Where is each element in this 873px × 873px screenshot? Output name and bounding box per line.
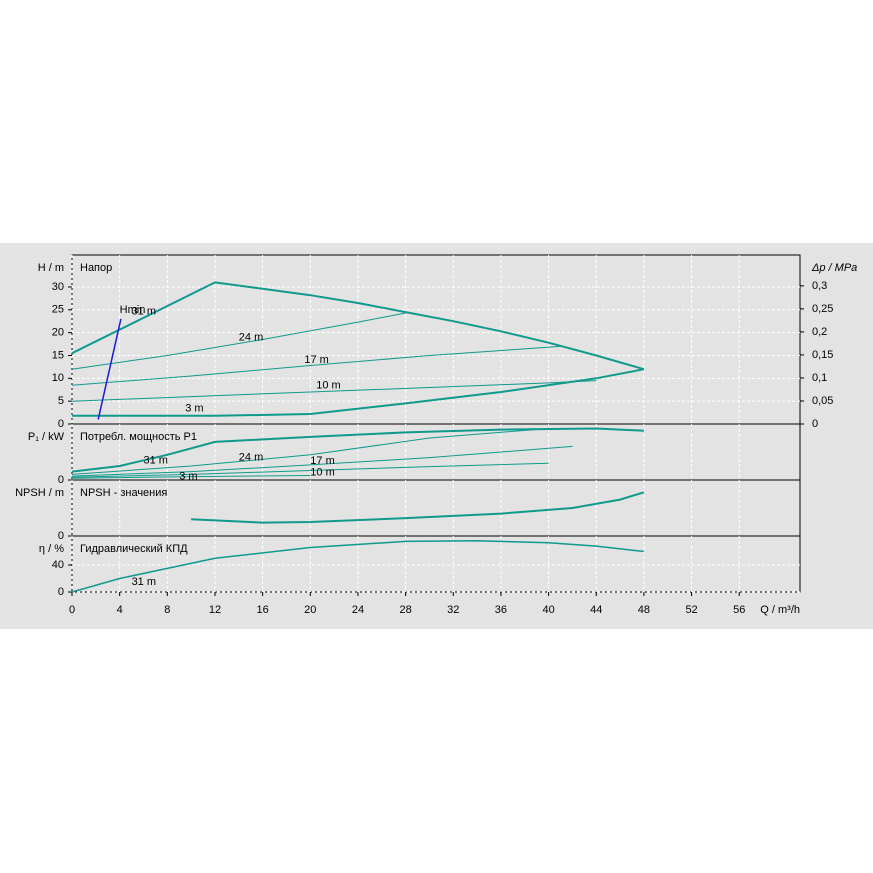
- curve: [71, 462, 549, 478]
- y-tick-label: 20: [52, 327, 64, 339]
- x-tick-label: 28: [399, 604, 411, 616]
- plot-area: [71, 535, 801, 593]
- curve-label: 3 m: [185, 403, 203, 415]
- y-tick-label: 0: [58, 418, 64, 430]
- curve-label: 31 m: [132, 306, 156, 318]
- curve-label: 10 m: [316, 380, 340, 392]
- curve-label: 24 m: [239, 331, 263, 343]
- curve: [191, 491, 645, 524]
- curve-label: Hmin: [120, 304, 146, 316]
- x-tick-label: 4: [117, 604, 123, 616]
- y-tick-label: 30: [52, 281, 64, 293]
- y2-tick-label: 0: [812, 418, 818, 430]
- x-tick-label: 48: [638, 604, 650, 616]
- curve-label: 24 m: [239, 451, 263, 463]
- x-tick-label: 20: [304, 604, 316, 616]
- curve: [71, 312, 406, 370]
- x-tick-label: 24: [352, 604, 364, 616]
- curve-label: 10 m: [310, 466, 334, 478]
- y-axis-title: η / %: [39, 543, 64, 555]
- curve-label: 17 m: [304, 354, 328, 366]
- y2-tick-label: 0,15: [812, 349, 833, 361]
- curve: [72, 368, 645, 417]
- panel-title: Напор: [80, 262, 112, 274]
- y-tick-label: 0: [58, 474, 64, 486]
- y-tick-label: 0: [58, 530, 64, 542]
- y-tick-label: 0: [58, 586, 64, 598]
- x-axis-title: Q / m³/h: [760, 604, 800, 616]
- x-tick-label: 32: [447, 604, 459, 616]
- panel-title: Потребл. мощность P1: [80, 431, 197, 443]
- panel-title: NPSH - значения: [80, 487, 167, 499]
- x-tick-label: 16: [257, 604, 269, 616]
- plot-area: [71, 254, 801, 425]
- x-tick-label: 56: [733, 604, 745, 616]
- y-tick-label: 40: [52, 559, 64, 571]
- x-tick-label: 40: [542, 604, 554, 616]
- curve: [71, 539, 644, 593]
- x-tick-label: 52: [685, 604, 697, 616]
- curve: [71, 445, 573, 477]
- curve: [97, 318, 122, 420]
- plot-area: [71, 423, 801, 481]
- y2-tick-label: 0,3: [812, 280, 827, 292]
- y-tick-label: 15: [52, 349, 64, 361]
- curve: [71, 475, 311, 479]
- panel-title: Гидравлический КПД: [80, 543, 188, 555]
- curve-label: 17 m: [310, 455, 334, 467]
- curve-label: 31 m: [132, 576, 156, 588]
- x-tick-label: 36: [495, 604, 507, 616]
- y-tick-label: 25: [52, 304, 64, 316]
- y2-tick-label: 0,1: [812, 372, 827, 384]
- y-axis-title: H / m: [38, 262, 64, 274]
- curve: [71, 345, 561, 386]
- y2-tick-label: 0,2: [812, 326, 827, 338]
- curve: [71, 281, 645, 371]
- y-axis-title: NPSH / m: [15, 487, 64, 499]
- y-axis-title: P₁ / kW: [28, 431, 65, 443]
- x-tick-label: 12: [209, 604, 221, 616]
- y2-axis-title: Δp / MPa: [811, 262, 857, 274]
- x-tick-label: 44: [590, 604, 602, 616]
- curve: [71, 380, 597, 402]
- curve: [71, 427, 644, 473]
- y-tick-label: 10: [52, 372, 64, 384]
- x-tick-label: 0: [69, 604, 75, 616]
- y2-tick-label: 0,05: [812, 395, 833, 407]
- y2-tick-label: 0,25: [812, 303, 833, 315]
- y-tick-label: 5: [58, 395, 64, 407]
- curve: [71, 428, 549, 475]
- plot-area: [71, 479, 801, 537]
- x-tick-label: 8: [164, 604, 170, 616]
- curve-label: 31 m: [143, 454, 167, 466]
